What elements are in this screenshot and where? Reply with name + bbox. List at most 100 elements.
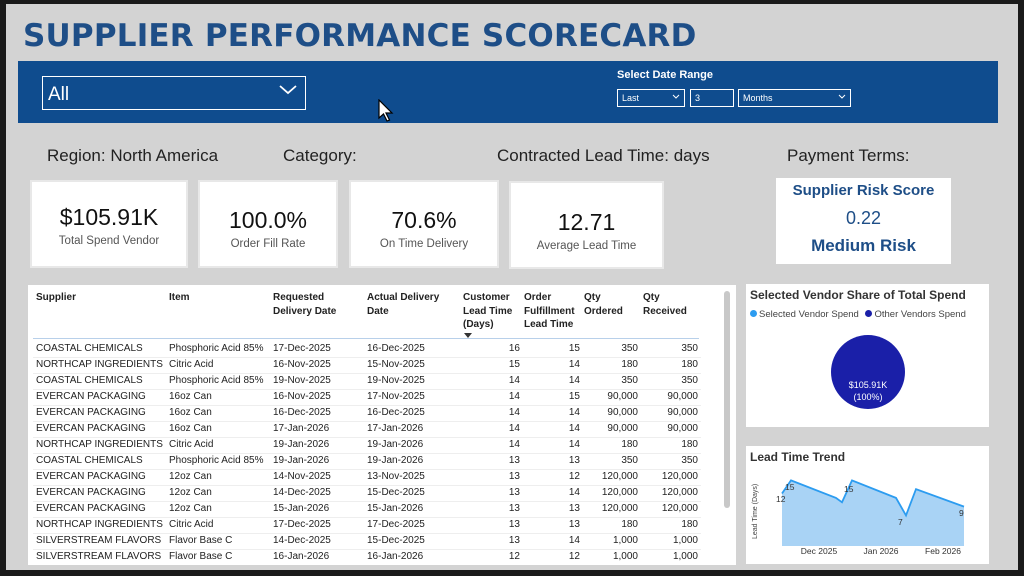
cell-fulfillment-lead-time: 13 xyxy=(568,503,580,514)
cell-supplier: EVERCAN PACKAGING xyxy=(36,391,146,402)
header-supplier[interactable]: Supplier xyxy=(36,292,77,303)
trend-data-label: 12 xyxy=(776,494,786,504)
table-row[interactable]: SILVERSTREAM FLAVORS Flavor Base C 16-Jan-… xyxy=(33,549,701,565)
pie-value-label: $105.91K xyxy=(849,380,888,390)
cell-supplier: SILVERSTREAM FLAVORS xyxy=(36,535,162,546)
trend-data-label: 15 xyxy=(844,484,854,494)
kpi-order-fill-rate: 100.0% Order Fill Rate xyxy=(198,180,338,268)
cell-qty-ordered: 350 xyxy=(621,455,638,466)
cell-actual-date: 16-Dec-2025 xyxy=(367,407,425,418)
kpi-label: Total Spend Vendor xyxy=(58,235,160,247)
table-row[interactable]: EVERCAN PACKAGING 16oz Can 16-Dec-2025 16-D… xyxy=(33,405,701,422)
cell-customer-lead-time: 15 xyxy=(508,359,520,370)
cell-item: Citric Acid xyxy=(169,439,214,450)
cell-customer-lead-time: 16 xyxy=(508,343,520,354)
cell-requested-date: 14-Dec-2025 xyxy=(273,487,331,498)
cell-actual-date: 19-Jan-2026 xyxy=(367,455,424,466)
cell-qty-ordered: 180 xyxy=(621,519,638,530)
trend-area xyxy=(782,480,964,546)
lead-time-label: Contracted Lead Time: days xyxy=(497,146,710,165)
table-row[interactable]: COASTAL CHEMICALS Phosphoric Acid 85% 17-D… xyxy=(33,341,701,358)
trend-x-tick: Dec 2025 xyxy=(801,546,838,556)
cell-requested-date: 14-Dec-2025 xyxy=(273,535,331,546)
cell-customer-lead-time: 14 xyxy=(508,439,520,450)
cell-item: 16oz Can xyxy=(169,423,212,434)
supplier-dropdown[interactable]: All xyxy=(42,76,306,110)
trend-x-tick: Feb 2026 xyxy=(925,546,961,556)
trend-chart: Lead Time (Days) 12 15 15 7 9 Dec 2025 J… xyxy=(752,479,965,556)
kpi-label: On Time Delivery xyxy=(379,238,469,250)
table-scrollbar[interactable] xyxy=(724,291,730,508)
cell-requested-date: 16-Jan-2026 xyxy=(273,551,330,562)
cell-item: Phosphoric Acid 85% xyxy=(169,375,264,386)
cell-item: 16oz Can xyxy=(169,391,212,402)
table-row[interactable]: EVERCAN PACKAGING 12oz Can 14-Nov-2025 13-N… xyxy=(33,469,701,486)
table-row[interactable]: EVERCAN PACKAGING 12oz Can 14-Dec-2025 15-D… xyxy=(33,485,701,502)
cell-actual-date: 19-Nov-2025 xyxy=(367,375,425,386)
range-unit-select[interactable]: Months xyxy=(738,89,851,107)
cell-qty-ordered: 1,000 xyxy=(612,551,638,562)
cell-item: Citric Acid xyxy=(169,359,214,370)
kpi-value: 100.0% xyxy=(228,207,307,233)
cell-qty-ordered: 120,000 xyxy=(601,487,638,498)
cell-qty-ordered: 90,000 xyxy=(607,391,638,402)
trend-data-label: 15 xyxy=(785,482,795,492)
risk-score: 0.22 xyxy=(845,208,882,228)
header-customer-lead-time[interactable]: Customer Lead Time (Days) xyxy=(463,292,513,330)
pie-legend: Selected Vendor Spend Other Vendors Spen… xyxy=(750,309,966,320)
legend-dot-other xyxy=(865,310,873,317)
trend-data-label: 9 xyxy=(959,508,964,518)
cell-item: Phosphoric Acid 85% xyxy=(169,455,264,466)
header-qty-received[interactable]: Qty Received xyxy=(643,292,687,317)
cell-qty-received: 120,000 xyxy=(661,503,698,514)
cell-supplier: EVERCAN PACKAGING xyxy=(36,407,146,418)
cell-fulfillment-lead-time: 14 xyxy=(568,407,580,418)
table-row[interactable]: SILVERSTREAM FLAVORS Flavor Base C 14-Dec-… xyxy=(33,533,701,550)
cell-fulfillment-lead-time: 15 xyxy=(568,391,580,402)
kpi-value: 70.6% xyxy=(391,207,457,233)
cell-item: 16oz Can xyxy=(169,407,212,418)
header-qty-ordered[interactable]: Qty Ordered xyxy=(584,292,623,317)
pie-chart: $105.91K (100%) xyxy=(831,335,905,409)
table-row[interactable]: COASTAL CHEMICALS Phosphoric Acid 85% 19-N… xyxy=(33,373,701,390)
cell-qty-received: 350 xyxy=(681,343,698,354)
range-count-input[interactable]: 3 xyxy=(690,89,734,107)
legend-other: Other Vendors Spend xyxy=(874,309,966,320)
range-type-select[interactable]: Last xyxy=(617,89,685,107)
header-actual-date[interactable]: Actual Delivery Date xyxy=(367,292,440,317)
pie-pct-label: (100%) xyxy=(853,392,882,402)
header-item[interactable]: Item xyxy=(169,292,190,303)
header-requested-date[interactable]: Requested Delivery Date xyxy=(273,292,337,317)
chevron-down-icon xyxy=(838,93,846,103)
cell-item: 12oz Can xyxy=(169,503,212,514)
pie-slice-other[interactable] xyxy=(831,335,905,409)
table-row[interactable]: NORTHCAP INGREDIENTS Citric Acid 17-Dec-20… xyxy=(33,517,701,534)
cell-requested-date: 17-Dec-2025 xyxy=(273,343,331,354)
cell-supplier: EVERCAN PACKAGING xyxy=(36,487,146,498)
cell-supplier: EVERCAN PACKAGING xyxy=(36,503,146,514)
table-row[interactable]: EVERCAN PACKAGING 16oz Can 16-Nov-2025 17-N… xyxy=(33,389,701,406)
table-row[interactable]: NORTHCAP INGREDIENTS Citric Acid 19-Jan-20… xyxy=(33,437,701,454)
cell-customer-lead-time: 13 xyxy=(508,535,520,546)
supplier-table: Supplier Item Requested Delivery Date Ac… xyxy=(28,285,736,565)
cell-qty-ordered: 350 xyxy=(621,343,638,354)
header-fulfillment-lead-time[interactable]: Order Fulfillment Lead Time xyxy=(524,292,575,330)
trend-line[interactable] xyxy=(781,479,965,518)
cell-customer-lead-time: 14 xyxy=(508,391,520,402)
cell-supplier: SILVERSTREAM FLAVORS xyxy=(36,551,162,562)
cell-customer-lead-time: 14 xyxy=(508,375,520,386)
cell-qty-received: 350 xyxy=(681,375,698,386)
table-row[interactable]: EVERCAN PACKAGING 16oz Can 17-Jan-2026 17-J… xyxy=(33,421,701,438)
kpi-on-time-delivery: 70.6% On Time Delivery xyxy=(349,180,499,268)
cell-actual-date: 17-Nov-2025 xyxy=(367,391,425,402)
cell-qty-ordered: 90,000 xyxy=(607,407,638,418)
table-row[interactable]: COASTAL CHEMICALS Phosphoric Acid 85% 19-J… xyxy=(33,453,701,470)
cell-requested-date: 17-Dec-2025 xyxy=(273,519,331,530)
cell-requested-date: 19-Nov-2025 xyxy=(273,375,331,386)
cell-qty-received: 120,000 xyxy=(661,487,698,498)
supplier-dropdown-value: All xyxy=(48,84,70,105)
cell-customer-lead-time: 14 xyxy=(508,423,520,434)
cell-supplier: EVERCAN PACKAGING xyxy=(36,471,146,482)
table-row[interactable]: NORTHCAP INGREDIENTS Citric Acid 16-Nov-20… xyxy=(33,357,701,374)
table-row[interactable]: EVERCAN PACKAGING 12oz Can 15-Jan-2026 15-J… xyxy=(33,501,701,518)
